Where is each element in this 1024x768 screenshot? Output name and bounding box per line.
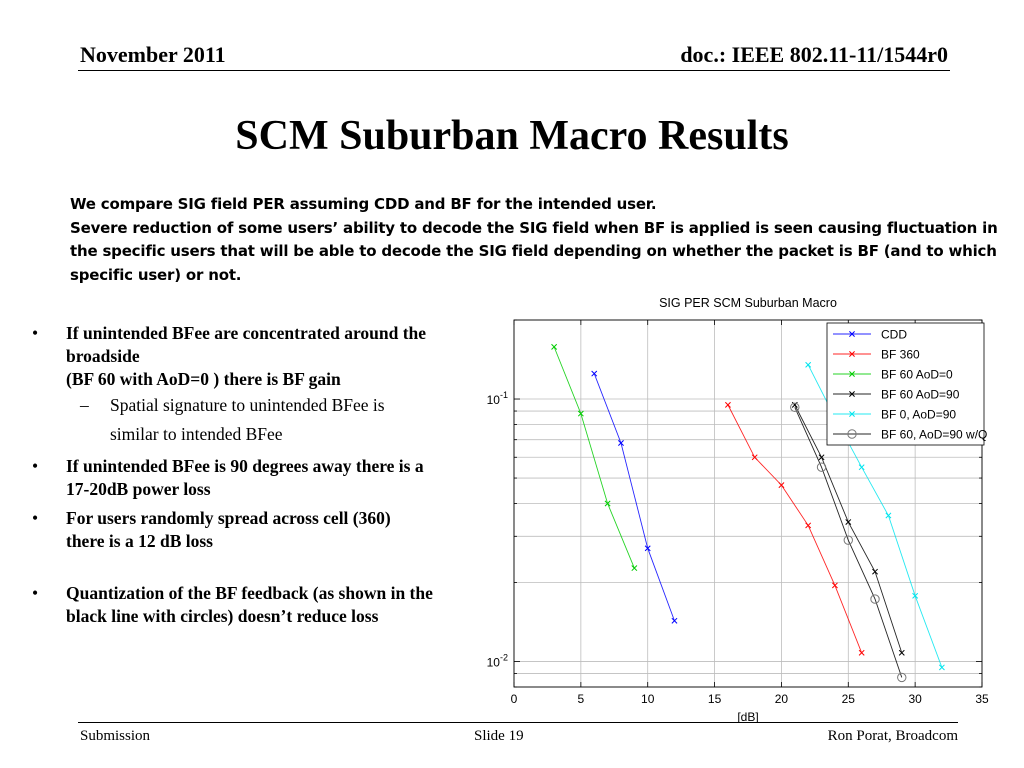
- x-tick-label: 20: [775, 692, 789, 706]
- per-chart: 0 5 10 15 20 25 30 35 10-1 10-2 SIG PER SCM Suburb…: [487, 296, 989, 722]
- header-doc-id: doc.: IEEE 802.11-11/1544r0: [680, 42, 948, 67]
- bullet-line: For users randomly spread across cell (3…: [66, 508, 391, 528]
- data-point: [898, 649, 905, 656]
- x-tick-label: 5: [578, 692, 585, 706]
- data-point: [912, 592, 919, 599]
- data-point: [816, 462, 827, 472]
- bullet-line: 17-20dB power loss: [66, 479, 211, 499]
- data-point: [805, 522, 812, 529]
- data-point: [805, 361, 812, 368]
- legend-marker: [849, 371, 855, 377]
- data-point: [858, 464, 865, 471]
- data-point: [818, 454, 825, 461]
- series-line-1: [727, 404, 863, 653]
- footer-divider: [78, 722, 958, 723]
- x-tick-label: 10: [641, 692, 655, 706]
- x-tick-label: 15: [708, 692, 722, 706]
- y-tick-label: 10-2: [487, 653, 508, 670]
- bullet-line: If unintended BFee are concentrated arou…: [66, 323, 427, 343]
- bullet-list: • If unintended BFee are concentrated ar…: [28, 322, 493, 628]
- intro-line: the specific users that will be able to …: [70, 242, 997, 260]
- data-point: [872, 568, 878, 575]
- data-point: [724, 401, 731, 408]
- legend-marker: [849, 411, 855, 417]
- sub-bullet-dash: –: [80, 395, 89, 415]
- data-point: [577, 410, 584, 417]
- bullet-line: If unintended BFee is 90 degrees away th…: [66, 456, 424, 476]
- intro-line: Severe reduction of some users’ ability …: [70, 218, 998, 237]
- bullet-dot: •: [32, 323, 39, 343]
- legend-label: BF 0, AoD=90: [881, 408, 956, 422]
- footer-author: Ron Porat, Broadcom: [827, 728, 958, 744]
- data-point: [843, 535, 853, 545]
- sub-bullet-item: – Spatial signature to unintended BFee i…: [28, 391, 493, 449]
- chart-title: SIG PER SCM Suburban Macro: [659, 296, 837, 310]
- data-point: [778, 482, 785, 489]
- series-line-2: [553, 346, 635, 569]
- data-point: [604, 500, 611, 507]
- bullet-dot: •: [32, 456, 39, 476]
- legend-label: BF 360: [881, 348, 920, 362]
- legend-marker: [849, 391, 855, 397]
- legend-label: CDD: [881, 328, 907, 342]
- bullet-item: • If unintended BFee are concentrated ar…: [28, 322, 493, 391]
- data-point: [618, 440, 624, 446]
- data-point: [671, 617, 678, 624]
- bullet-line: black line with circles) doesn’t reduce …: [66, 606, 379, 626]
- x-tick-label: 25: [842, 692, 856, 706]
- data-point: [845, 519, 852, 525]
- data-point: [551, 343, 558, 350]
- legend-label: BF 60 AoD=90: [881, 388, 960, 402]
- bullet-item: • For users randomly spread across cell …: [28, 507, 493, 553]
- intro-text: We compare SIG field PER assuming CDD an…: [70, 193, 1000, 287]
- data-point: [790, 402, 800, 413]
- data-point: [831, 582, 838, 589]
- bullet-line: there is a 12 dB loss: [66, 531, 213, 551]
- bullet-line: (BF 60 with AoD=0 ) there is BF gain: [66, 369, 341, 389]
- y-tick-label: 10-1: [487, 390, 508, 407]
- x-tick-label: 30: [908, 692, 922, 706]
- slide-title: SCM Suburban Macro Results: [235, 113, 789, 159]
- legend-marker: [849, 331, 855, 337]
- legend-marker: [849, 351, 855, 357]
- bullet-dot: •: [32, 508, 39, 528]
- legend-label: BF 60, AoD=90 w/Q: [881, 428, 987, 442]
- series-line-0: [593, 373, 675, 621]
- bullet-item: • If unintended BFee is 90 degrees away …: [28, 455, 493, 501]
- data-point: [858, 649, 865, 656]
- header-date: November 2011: [80, 42, 226, 67]
- sub-bullet-line: Spatial signature to unintended BFee is: [110, 395, 385, 415]
- data-point: [870, 594, 880, 604]
- data-point: [938, 664, 945, 671]
- intro-line: We compare SIG field PER assuming CDD an…: [70, 195, 657, 213]
- plot-frame: [513, 319, 983, 688]
- bullet-item: • Quantization of the BF feedback (as sh…: [28, 582, 493, 628]
- footer-submission: Submission: [80, 728, 151, 744]
- sub-bullet-line: similar to intended BFee: [110, 424, 283, 444]
- footer-slide-number: Slide 19: [474, 728, 524, 744]
- data-point: [591, 370, 598, 377]
- x-axis-label: [dB]: [737, 710, 758, 722]
- series-line-5: [794, 407, 903, 678]
- data-point: [751, 454, 758, 461]
- data-point: [885, 512, 892, 519]
- bullet-line: broadside: [66, 346, 140, 366]
- bullet-dot: •: [32, 583, 39, 603]
- legend-box: [826, 322, 985, 446]
- legend-marker: [847, 429, 857, 439]
- intro-line: specific user) or not.: [70, 265, 242, 284]
- header-divider: [78, 70, 950, 71]
- data-point: [897, 672, 907, 683]
- x-tick-label: 35: [975, 692, 989, 706]
- data-point: [631, 565, 638, 572]
- data-point: [644, 545, 651, 552]
- x-tick-label: 0: [511, 692, 518, 706]
- legend-label: BF 60 AoD=0: [881, 368, 953, 382]
- bullet-line: Quantization of the BF feedback (as show…: [66, 583, 433, 603]
